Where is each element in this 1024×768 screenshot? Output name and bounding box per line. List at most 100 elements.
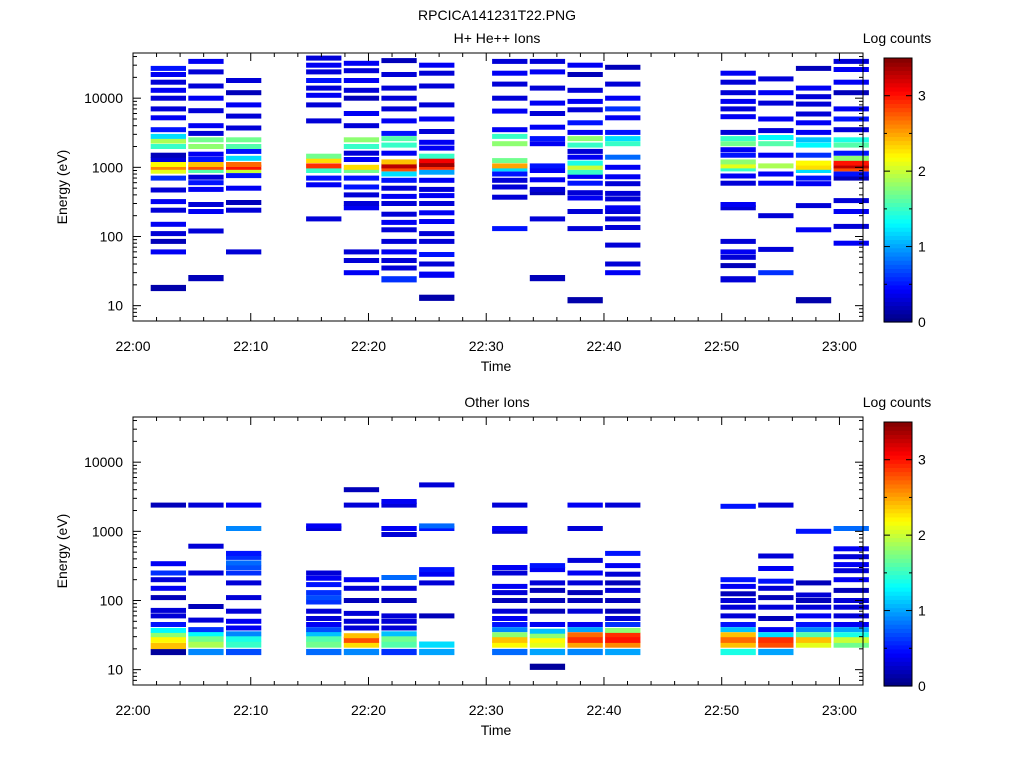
heatmap-cell [529,641,566,648]
heatmap-cell [188,202,224,207]
heatmap-cell [381,95,417,101]
heatmap-cell [492,58,528,64]
heatmap-cell [492,622,528,627]
heatmap-cell [188,157,224,162]
heatmap-cell [758,76,794,82]
heatmap-cell [720,114,756,120]
heatmap-cell [567,627,603,633]
heatmap-cell [306,69,342,75]
heatmap-cell [188,570,224,576]
colorbar-segment [884,198,912,203]
heatmap-cell [381,502,417,508]
colorbar-segment [884,239,912,245]
heatmap-cell [226,631,262,637]
heatmap-cell [492,70,528,76]
heatmap-cell [758,116,794,122]
heatmap-cell [343,249,380,255]
colorbar-segment [884,479,912,485]
heatmap-cell [833,526,869,531]
heatmap-cell [833,546,869,552]
heatmap-cell [720,583,756,589]
heatmap-cell [343,184,380,190]
heatmap-cell [605,636,641,643]
heatmap-cell [343,648,380,656]
colorbar-segment [884,148,912,154]
colorbar-segment [884,218,912,224]
heatmap-cell [567,173,603,179]
heatmap-cell [567,590,603,596]
colorbar-segment [884,260,912,265]
heatmap-cell [605,616,641,621]
heatmap-cell [833,106,869,112]
heatmap-cell [720,173,756,179]
heatmap-cell [720,613,756,619]
heatmap-cell [419,523,455,529]
heatmap-cell [758,585,794,591]
heatmap-cell [226,148,262,154]
heatmap-cell [492,590,528,596]
heatmap-cell [150,570,186,576]
x-axis: 22:00 22:10 22:20 22:30 22:40 22:50 23:00 [115,53,864,354]
heatmap-cell [758,213,794,219]
colorbar-segment [884,70,912,76]
heatmap-cell [720,129,756,135]
colorbar-segment [884,636,912,642]
heatmap-cell [758,141,794,147]
heatmap-cell [188,144,224,149]
heatmap-cell [150,72,186,77]
heatmap-cell [306,616,342,621]
y-tick-label: 100 [100,228,124,244]
heatmap-cell [758,270,794,276]
heatmap-cell [833,622,869,627]
heatmap-cell [381,532,417,537]
colorbar-segment [884,661,912,666]
heatmap-cell [795,175,832,181]
colorbar-segment [884,169,912,175]
heatmap-cell [720,632,756,638]
heatmap-cell [226,90,262,96]
heatmap-cell [150,642,186,650]
heatmap-cell [150,622,186,627]
colorbar-segment [884,136,912,142]
heatmap-cell [720,238,756,244]
heatmap-cell [795,137,832,143]
colorbar-segment [884,74,912,80]
colorbar-segment [884,533,912,539]
colorbar-segment [884,251,912,257]
heatmap-cell [833,67,869,72]
x-tick-label: 22:20 [351,338,386,354]
heatmap-cell [492,184,528,190]
heatmap-cell [188,228,224,234]
heatmap-cell [795,111,832,117]
heatmap-cell [795,297,832,304]
heatmap-cell [529,598,566,603]
heatmap-cell [150,627,186,633]
colorbar-segment [884,66,912,71]
heatmap-cell [381,249,417,255]
heatmap-cell [492,141,528,147]
heatmap-cell [492,166,528,172]
heatmap-cell [758,502,794,508]
heatmap-cell [306,590,342,596]
colorbar-segment [884,492,912,497]
heatmap-cell [605,136,641,142]
heatmap-cell [226,641,262,648]
heatmap-cell [605,608,641,614]
heatmap-cell [758,180,794,186]
panel-title: H+ He++ Ions [454,30,541,46]
colorbar-segment [884,124,912,129]
heatmap-cell [529,628,566,634]
colorbar-segment [884,309,912,315]
heatmap-cell [306,622,342,627]
heatmap-cell [833,627,869,633]
heatmap-cell [567,636,603,643]
colorbar-segment [884,450,912,456]
heatmap-cell [529,58,566,64]
heatmap-cell [419,580,455,586]
heatmap-cell [381,276,417,283]
colorbar-label: Log counts [863,30,932,46]
heatmap-cell [605,129,641,135]
heatmap-cell [720,254,756,260]
heatmap-cell [150,164,186,170]
heatmap-cell [795,604,832,610]
